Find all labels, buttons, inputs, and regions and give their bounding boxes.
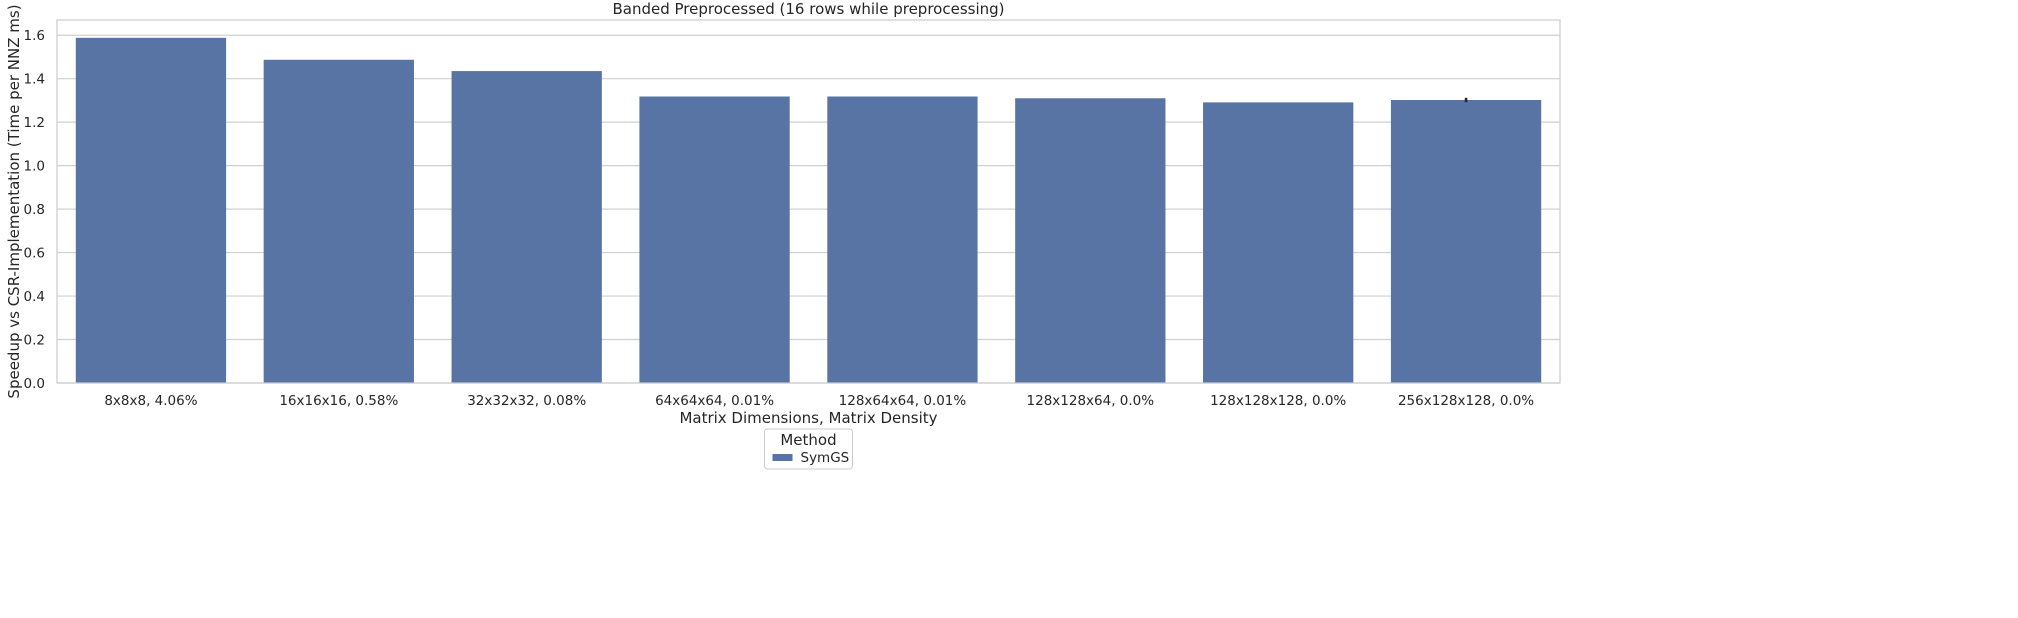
plot-frame xyxy=(56,19,1561,384)
y-tick-label: 1.2 xyxy=(24,115,45,131)
x-tick-labels: 8x8x8, 4.06% 16x16x16, 0.58% 32x32x32, 0.0… xyxy=(104,393,1534,409)
x-tick-label: 256x128x128, 0.0% xyxy=(1398,393,1534,409)
legend-item-label: SymGS xyxy=(801,450,850,466)
y-tick-label: 0.4 xyxy=(24,289,45,305)
bar xyxy=(639,96,790,383)
bar xyxy=(451,71,602,383)
x-axis-label: Matrix Dimensions, Matrix Density xyxy=(679,409,937,427)
y-tick-label: 1.0 xyxy=(24,159,45,175)
y-tick-label: 0.6 xyxy=(24,246,45,262)
y-tick-labels: 0.0 0.2 0.4 0.6 0.8 1.0 1.2 1.4 1.6 xyxy=(24,28,45,392)
bar xyxy=(1203,102,1354,383)
bar xyxy=(827,96,978,383)
legend-title: Method xyxy=(780,431,836,449)
bar xyxy=(1015,98,1166,383)
bar xyxy=(263,59,414,384)
chart-title: Banded Preprocessed (16 rows while prepr… xyxy=(613,0,1005,18)
bars xyxy=(75,37,1542,384)
legend: Method SymGS xyxy=(764,428,853,470)
x-tick-label: 128x128x128, 0.0% xyxy=(1210,393,1346,409)
legend-swatch xyxy=(772,454,793,461)
bar xyxy=(1390,99,1542,383)
y-tick-label: 1.6 xyxy=(24,28,45,44)
y-tick-label: 0.2 xyxy=(24,333,45,349)
y-axis-label: Speedup vs CSR-Implementation (Time per … xyxy=(5,4,23,398)
y-tick-label: 0.0 xyxy=(24,376,45,392)
x-tick-label: 128x128x64, 0.0% xyxy=(1027,393,1155,409)
x-tick-label: 16x16x16, 0.58% xyxy=(279,393,398,409)
x-tick-label: 8x8x8, 4.06% xyxy=(104,393,197,409)
y-tick-label: 0.8 xyxy=(24,202,45,218)
x-tick-label: 32x32x32, 0.08% xyxy=(467,393,586,409)
y-tick-label: 1.4 xyxy=(24,72,45,88)
bar xyxy=(75,37,227,384)
x-tick-label: 64x64x64, 0.01% xyxy=(655,393,774,409)
x-tick-label: 128x64x64, 0.01% xyxy=(839,393,967,409)
